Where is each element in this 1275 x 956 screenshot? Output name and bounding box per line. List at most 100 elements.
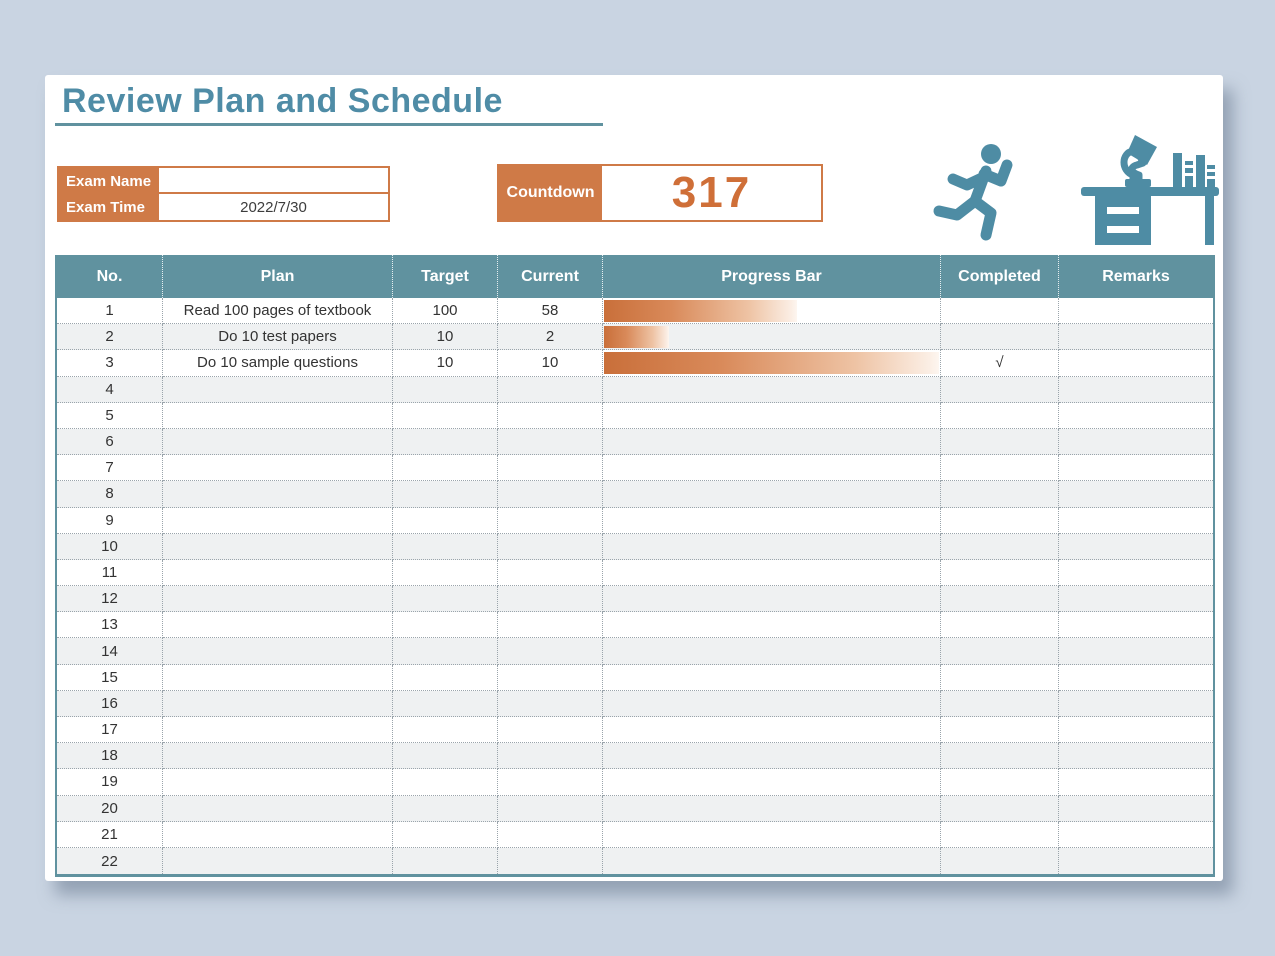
current-cell[interactable]: [498, 821, 603, 848]
target-cell[interactable]: [393, 847, 498, 875]
plan-cell[interactable]: [163, 559, 393, 587]
current-cell[interactable]: [498, 795, 603, 822]
progress-bar-cell[interactable]: [603, 664, 941, 691]
completed-cell[interactable]: [941, 533, 1059, 560]
plan-cell[interactable]: [163, 717, 393, 744]
current-cell[interactable]: [498, 402, 603, 429]
progress-bar-cell[interactable]: [603, 743, 941, 770]
plan-cell[interactable]: [163, 690, 393, 717]
current-cell[interactable]: [498, 638, 603, 665]
exam-time-value-cell[interactable]: 2022/7/30: [157, 194, 388, 220]
target-cell[interactable]: 10: [393, 324, 498, 351]
plan-cell[interactable]: [163, 847, 393, 875]
no-cell[interactable]: 13: [57, 612, 163, 639]
progress-bar-cell[interactable]: [603, 376, 941, 403]
target-cell[interactable]: [393, 481, 498, 508]
progress-bar-cell[interactable]: [603, 455, 941, 482]
target-cell[interactable]: [393, 612, 498, 639]
remarks-cell[interactable]: [1059, 717, 1213, 744]
plan-cell[interactable]: [163, 481, 393, 508]
target-cell[interactable]: [393, 402, 498, 429]
no-cell[interactable]: 14: [57, 638, 163, 665]
plan-cell[interactable]: [163, 743, 393, 770]
target-cell[interactable]: [393, 507, 498, 534]
remarks-cell[interactable]: [1059, 350, 1213, 377]
completed-cell[interactable]: [941, 455, 1059, 482]
no-cell[interactable]: 15: [57, 664, 163, 691]
completed-cell[interactable]: [941, 795, 1059, 822]
target-cell[interactable]: [393, 533, 498, 560]
current-cell[interactable]: [498, 664, 603, 691]
remarks-cell[interactable]: [1059, 534, 1213, 560]
progress-bar-cell[interactable]: [603, 769, 941, 796]
remarks-cell[interactable]: [1059, 769, 1213, 796]
current-cell[interactable]: [498, 690, 603, 717]
target-cell[interactable]: [393, 795, 498, 822]
current-cell[interactable]: [498, 586, 603, 613]
remarks-cell[interactable]: [1059, 612, 1213, 639]
plan-cell[interactable]: [163, 507, 393, 534]
remarks-cell[interactable]: [1059, 324, 1213, 351]
target-cell[interactable]: [393, 586, 498, 613]
target-cell[interactable]: [393, 717, 498, 744]
completed-cell[interactable]: [941, 664, 1059, 691]
plan-cell[interactable]: [163, 612, 393, 639]
completed-cell[interactable]: [941, 507, 1059, 534]
current-cell[interactable]: [498, 769, 603, 796]
remarks-cell[interactable]: [1059, 586, 1213, 613]
remarks-cell[interactable]: [1059, 298, 1213, 325]
completed-cell[interactable]: [941, 324, 1059, 351]
current-cell[interactable]: [498, 743, 603, 770]
target-cell[interactable]: [393, 664, 498, 691]
exam-name-value-cell[interactable]: [157, 168, 388, 194]
remarks-cell[interactable]: [1059, 481, 1213, 508]
no-cell[interactable]: 8: [57, 481, 163, 508]
plan-cell[interactable]: [163, 795, 393, 822]
remarks-cell[interactable]: [1059, 848, 1213, 874]
completed-cell[interactable]: [941, 847, 1059, 875]
current-cell[interactable]: [498, 559, 603, 587]
progress-bar-cell[interactable]: [603, 481, 941, 508]
completed-cell[interactable]: [941, 821, 1059, 848]
progress-bar-cell[interactable]: [603, 847, 941, 875]
plan-cell[interactable]: [163, 638, 393, 665]
progress-bar-cell[interactable]: [603, 586, 941, 613]
completed-cell[interactable]: [941, 428, 1059, 456]
plan-cell[interactable]: [163, 586, 393, 613]
progress-bar-cell[interactable]: [603, 612, 941, 639]
no-cell[interactable]: 10: [57, 533, 163, 560]
completed-cell[interactable]: [941, 298, 1059, 325]
no-cell[interactable]: 11: [57, 559, 163, 587]
progress-bar-cell[interactable]: [603, 350, 941, 377]
remarks-cell[interactable]: [1059, 560, 1213, 587]
progress-bar-cell[interactable]: [603, 717, 941, 744]
current-cell[interactable]: [498, 428, 603, 456]
completed-cell[interactable]: [941, 376, 1059, 403]
remarks-cell[interactable]: [1059, 796, 1213, 822]
progress-bar-cell[interactable]: [603, 507, 941, 534]
remarks-cell[interactable]: [1059, 691, 1213, 717]
no-cell[interactable]: 16: [57, 690, 163, 717]
progress-bar-cell[interactable]: [603, 533, 941, 560]
current-cell[interactable]: [498, 847, 603, 875]
no-cell[interactable]: 12: [57, 586, 163, 613]
no-cell[interactable]: 3: [57, 350, 163, 377]
completed-cell[interactable]: [941, 769, 1059, 796]
remarks-cell[interactable]: [1059, 429, 1213, 456]
target-cell[interactable]: [393, 376, 498, 403]
current-cell[interactable]: [498, 717, 603, 744]
plan-cell[interactable]: Do 10 test papers: [163, 324, 393, 351]
no-cell[interactable]: 9: [57, 507, 163, 534]
progress-bar-cell[interactable]: [603, 428, 941, 456]
remarks-cell[interactable]: [1059, 743, 1213, 770]
target-cell[interactable]: [393, 743, 498, 770]
no-cell[interactable]: 6: [57, 428, 163, 456]
target-cell[interactable]: 10: [393, 350, 498, 377]
progress-bar-cell[interactable]: [603, 690, 941, 717]
plan-cell[interactable]: [163, 664, 393, 691]
no-cell[interactable]: 19: [57, 769, 163, 796]
remarks-cell[interactable]: [1059, 822, 1213, 848]
no-cell[interactable]: 20: [57, 795, 163, 822]
current-cell[interactable]: [498, 376, 603, 403]
target-cell[interactable]: [393, 690, 498, 717]
